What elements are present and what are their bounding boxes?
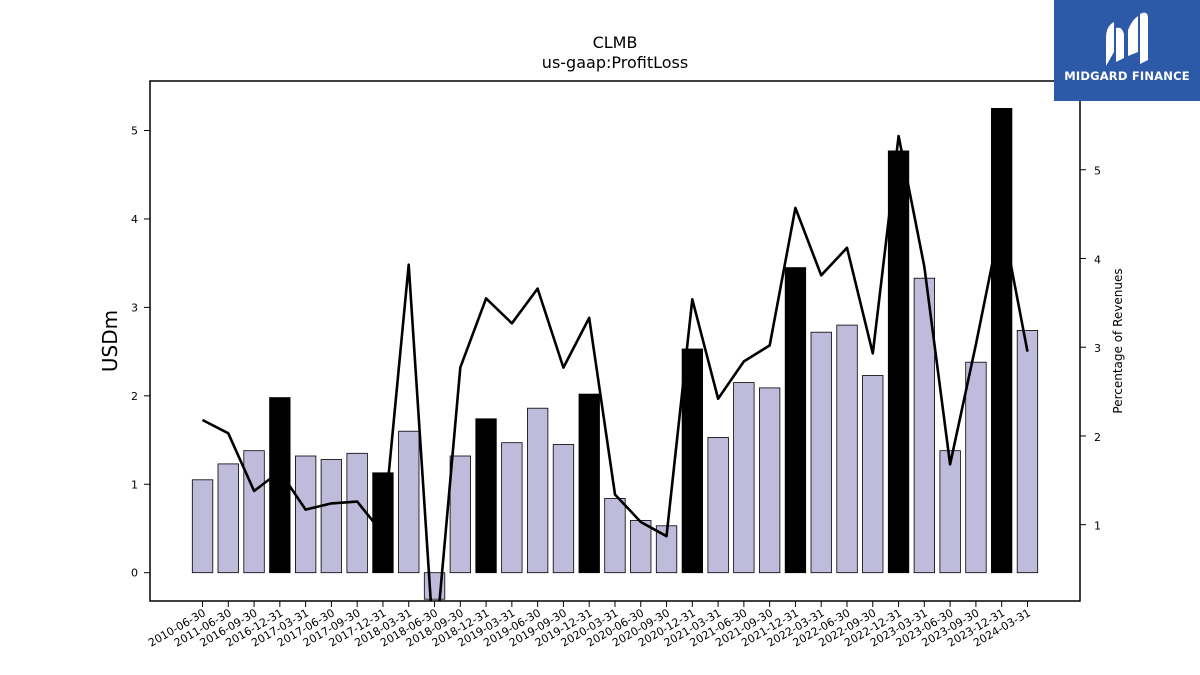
y-tick-label-right: 2 xyxy=(1094,431,1101,444)
bars-layer xyxy=(191,108,1039,600)
x-axis: 2010-06-302011-06-302016-09-302016-12-31… xyxy=(146,601,1033,650)
bar-2022-06-30 xyxy=(836,324,858,574)
bar-2017-03-31 xyxy=(294,455,317,574)
bar-2023-03-31 xyxy=(913,277,935,574)
y-axis-left: 0 1 2 3 4 5 xyxy=(131,125,150,580)
y-tick-label-left: 1 xyxy=(131,478,138,491)
bar-2019-06-30 xyxy=(527,407,549,574)
y-tick-label-right: 3 xyxy=(1094,342,1101,355)
y-tick-label-left: 5 xyxy=(131,125,138,138)
bar-2019-03-31 xyxy=(501,442,523,574)
bar-2020-12-31 xyxy=(681,348,703,574)
bar-2021-09-30 xyxy=(759,387,781,574)
bar-2022-03-31 xyxy=(810,331,832,574)
bar-2019-12-31 xyxy=(578,393,600,574)
bar-2023-06-30 xyxy=(939,450,961,574)
y-tick-label-left: 4 xyxy=(131,213,138,226)
chart-title: CLMB xyxy=(593,33,638,52)
bar-2019-09-30 xyxy=(552,444,575,574)
bar-2024-03-31 xyxy=(1016,329,1039,574)
bar-2023-12-31 xyxy=(991,108,1013,574)
y-tick-label-left: 3 xyxy=(131,301,138,314)
chart-subtitle: us-gaap:ProfitLoss xyxy=(542,53,688,72)
brand-logo: MIDGARD FINANCE xyxy=(1054,0,1200,101)
bar-2018-09-30 xyxy=(449,455,472,574)
y-axis-label-right: Percentage of Revenues xyxy=(1111,268,1125,413)
bar-2018-12-31 xyxy=(475,418,497,574)
y-axis-right: 1 2 3 4 5 xyxy=(1080,165,1101,533)
percentage-line xyxy=(201,134,1029,601)
logo-mark-icon xyxy=(1106,12,1148,66)
line-layer xyxy=(201,134,1029,601)
bar-2022-12-31 xyxy=(887,150,910,574)
bar-2020-03-31 xyxy=(604,497,626,574)
bar-2016-09-30 xyxy=(243,450,265,574)
bar-2017-09-30 xyxy=(346,452,368,574)
bar-2017-06-30 xyxy=(320,459,343,574)
y-tick-label-right: 5 xyxy=(1094,165,1101,178)
y-tick-label-right: 4 xyxy=(1094,253,1101,266)
bar-2023-09-30 xyxy=(965,361,987,574)
logo-text: MIDGARD FINANCE xyxy=(1064,69,1190,83)
bar-2010-06-30 xyxy=(191,479,214,574)
bar-2021-03-31 xyxy=(707,436,729,574)
bar-2021-06-30 xyxy=(733,382,755,574)
bar-2011-06-30 xyxy=(217,463,239,574)
y-tick-label-left: 0 xyxy=(131,567,138,580)
bar-2018-03-31 xyxy=(398,430,420,574)
bar-2022-09-30 xyxy=(862,375,884,574)
y-tick-label-right: 1 xyxy=(1094,520,1101,533)
bar-2016-12-31 xyxy=(269,397,291,574)
y-axis-label-left: USDm xyxy=(98,310,122,372)
bar-2020-06-30 xyxy=(630,520,652,574)
bar-2021-12-31 xyxy=(784,267,807,574)
y-tick-label-left: 2 xyxy=(131,390,138,403)
